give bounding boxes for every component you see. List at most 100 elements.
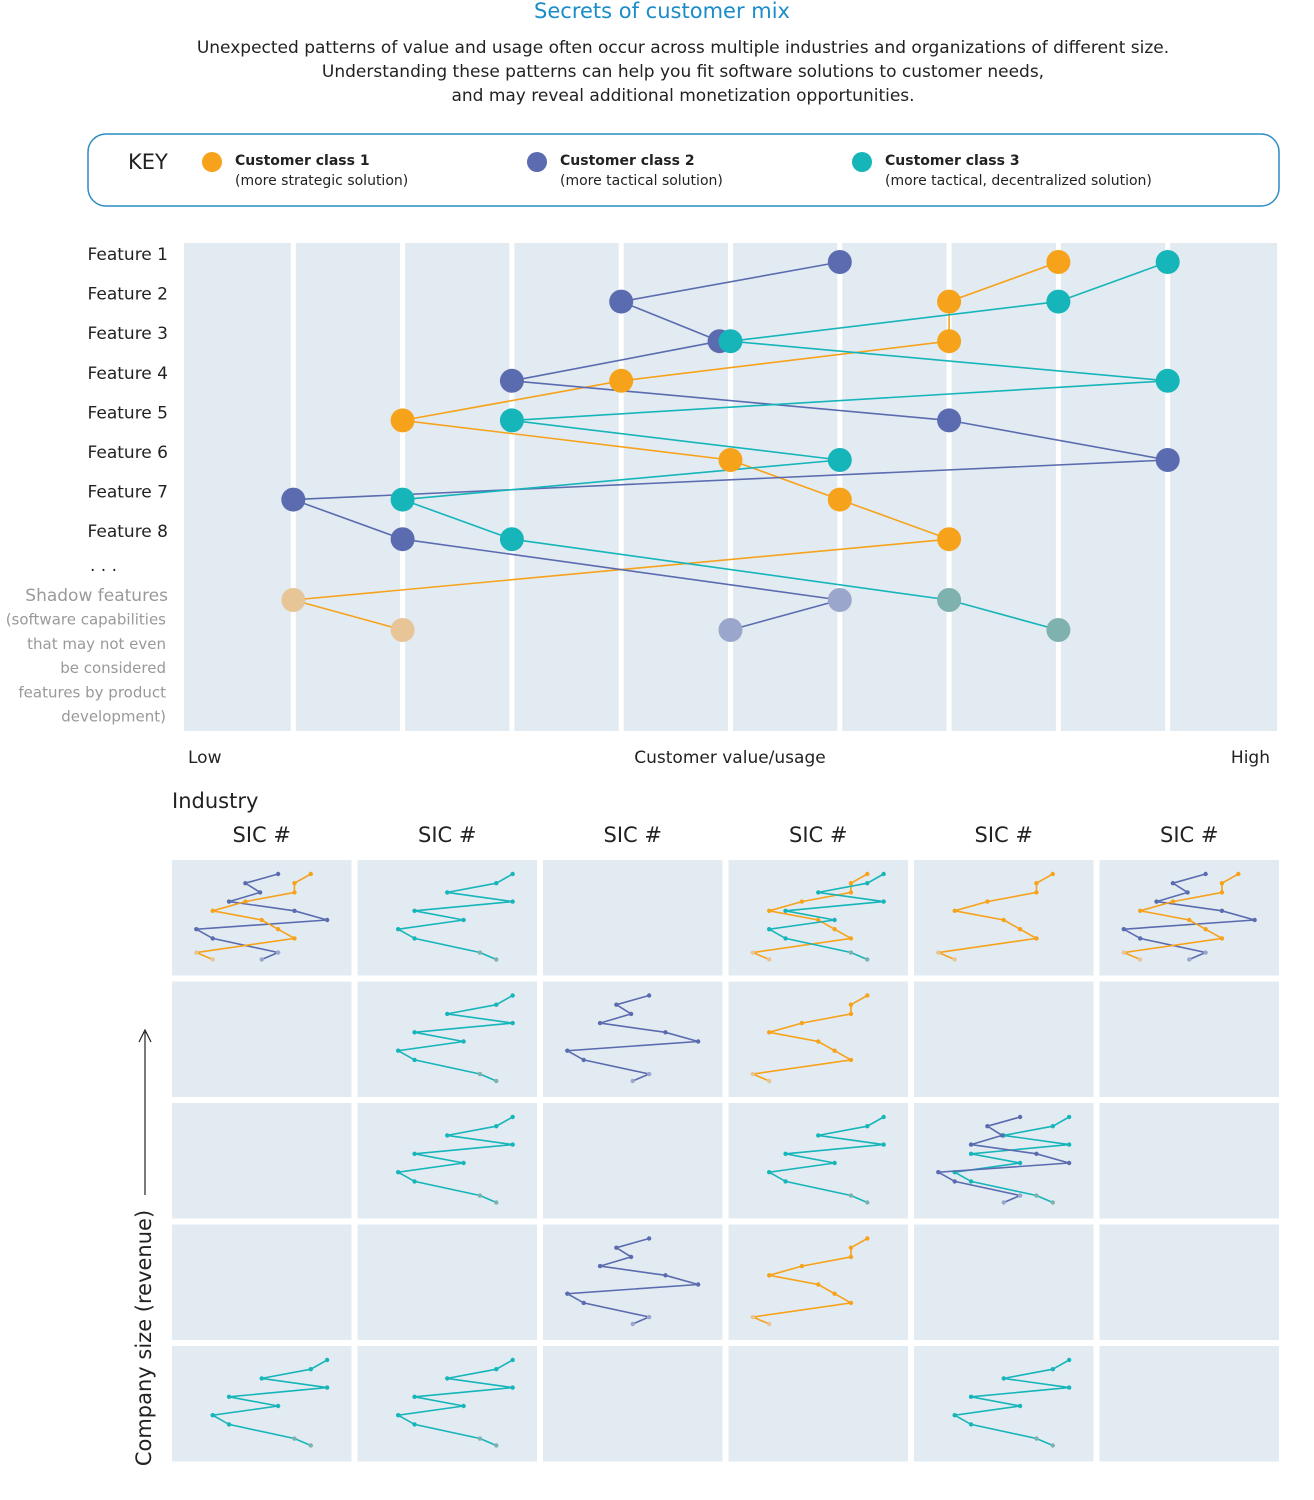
mini-point: [494, 1367, 499, 1372]
mini-point: [881, 1114, 886, 1120]
data-point: [937, 588, 962, 612]
mini-point: [614, 1245, 619, 1250]
mini-point: [412, 1057, 417, 1063]
grid-cell: [543, 860, 723, 976]
mini-point: [510, 1385, 515, 1390]
grid-cell: [357, 860, 537, 976]
mini-point: [1050, 1367, 1056, 1372]
mini-point: [1066, 1385, 1072, 1390]
legend-dot: [202, 152, 222, 172]
mini-point: [865, 1236, 870, 1241]
mini-point: [848, 936, 854, 941]
mini-point: [767, 908, 772, 914]
y-tick-label: Feature 1: [88, 245, 168, 265]
mini-point: [477, 950, 483, 955]
mini-point: [308, 1367, 313, 1372]
mini-point: [695, 1039, 701, 1044]
series-line: [402, 261, 1168, 631]
mini-point: [1017, 1114, 1023, 1120]
mini-point: [1170, 881, 1176, 886]
y-tick-label: Feature 3: [88, 324, 168, 344]
mini-point: [461, 917, 466, 923]
mini-point: [816, 1282, 821, 1287]
mini-point: [848, 1002, 854, 1007]
mini-point: [848, 890, 854, 895]
mini-point: [210, 936, 215, 941]
mini-point: [1050, 1124, 1056, 1129]
mini-point: [259, 1376, 264, 1381]
mini-point: [865, 957, 870, 962]
mini-point: [783, 1151, 788, 1157]
mini-point: [832, 917, 837, 923]
arrow-head: [138, 1028, 152, 1043]
grid-cell: [914, 1346, 1094, 1462]
mini-point: [1034, 890, 1039, 895]
mini-point: [445, 1011, 450, 1017]
data-point: [390, 408, 415, 433]
data-point: [609, 289, 634, 314]
mini-point: [663, 1030, 668, 1035]
mini-point: [396, 1048, 401, 1053]
mini-point: [1017, 1193, 1023, 1198]
mini-point: [750, 950, 756, 955]
mini-point: [461, 1160, 466, 1166]
data-point: [718, 329, 743, 354]
mini-point: [510, 1114, 515, 1120]
mini-line: [952, 1359, 1070, 1447]
mini-line: [766, 1116, 885, 1204]
mini-point: [952, 908, 957, 914]
mini-point: [194, 927, 199, 932]
mini-point: [1066, 1142, 1072, 1147]
mini-point: [412, 1179, 417, 1184]
mini-point: [581, 1300, 586, 1306]
mini-point: [510, 1357, 515, 1363]
mini-point: [412, 1030, 417, 1035]
subtitle: and may reveal additional monetization o…: [451, 86, 914, 106]
x-label: Customer value/usage: [634, 748, 825, 768]
mini-point: [243, 899, 248, 904]
mini-point: [412, 908, 417, 914]
mini-point: [799, 1263, 805, 1269]
mini-point: [799, 899, 805, 904]
data-point: [281, 487, 306, 512]
mini-point: [1219, 881, 1225, 886]
mini-point: [881, 899, 886, 904]
data-point: [1046, 618, 1071, 642]
mini-point: [614, 1002, 619, 1007]
legend-name: Customer class 3: [885, 153, 1020, 169]
data-point: [390, 527, 415, 552]
mini-point: [308, 1443, 313, 1448]
mini-point: [1154, 899, 1159, 904]
mini-point: [848, 1193, 854, 1198]
mini-line: [193, 873, 312, 961]
mini-point: [461, 1403, 466, 1409]
mini-point: [646, 1071, 652, 1077]
data-point: [827, 588, 852, 612]
mini-point: [494, 1200, 499, 1205]
mini-point: [848, 1011, 854, 1017]
mini-line: [395, 994, 514, 1082]
mini-point: [210, 908, 215, 914]
mini-point: [597, 1263, 603, 1269]
mini-point: [1187, 917, 1192, 923]
legend-name: Customer class 2: [560, 153, 695, 169]
mini-point: [1017, 927, 1023, 932]
grid-cell: [728, 1346, 908, 1462]
mini-point: [832, 927, 837, 932]
mini-point: [695, 1282, 701, 1287]
mini-point: [968, 1142, 974, 1147]
mini-point: [646, 993, 652, 998]
mini-line: [395, 1359, 514, 1447]
y-label: Company size (revenue): [132, 1210, 156, 1466]
data-point: [390, 487, 415, 512]
mini-line: [935, 1116, 1070, 1204]
mini-line: [749, 1237, 868, 1325]
mini-point: [324, 1385, 330, 1390]
mini-point: [412, 1151, 417, 1157]
mini-point: [968, 1422, 974, 1427]
mini-point: [985, 899, 990, 904]
grid-cell: [543, 1346, 723, 1462]
mini-point: [1050, 1200, 1056, 1205]
mini-point: [510, 899, 515, 904]
column-label: SIC #: [418, 823, 476, 847]
